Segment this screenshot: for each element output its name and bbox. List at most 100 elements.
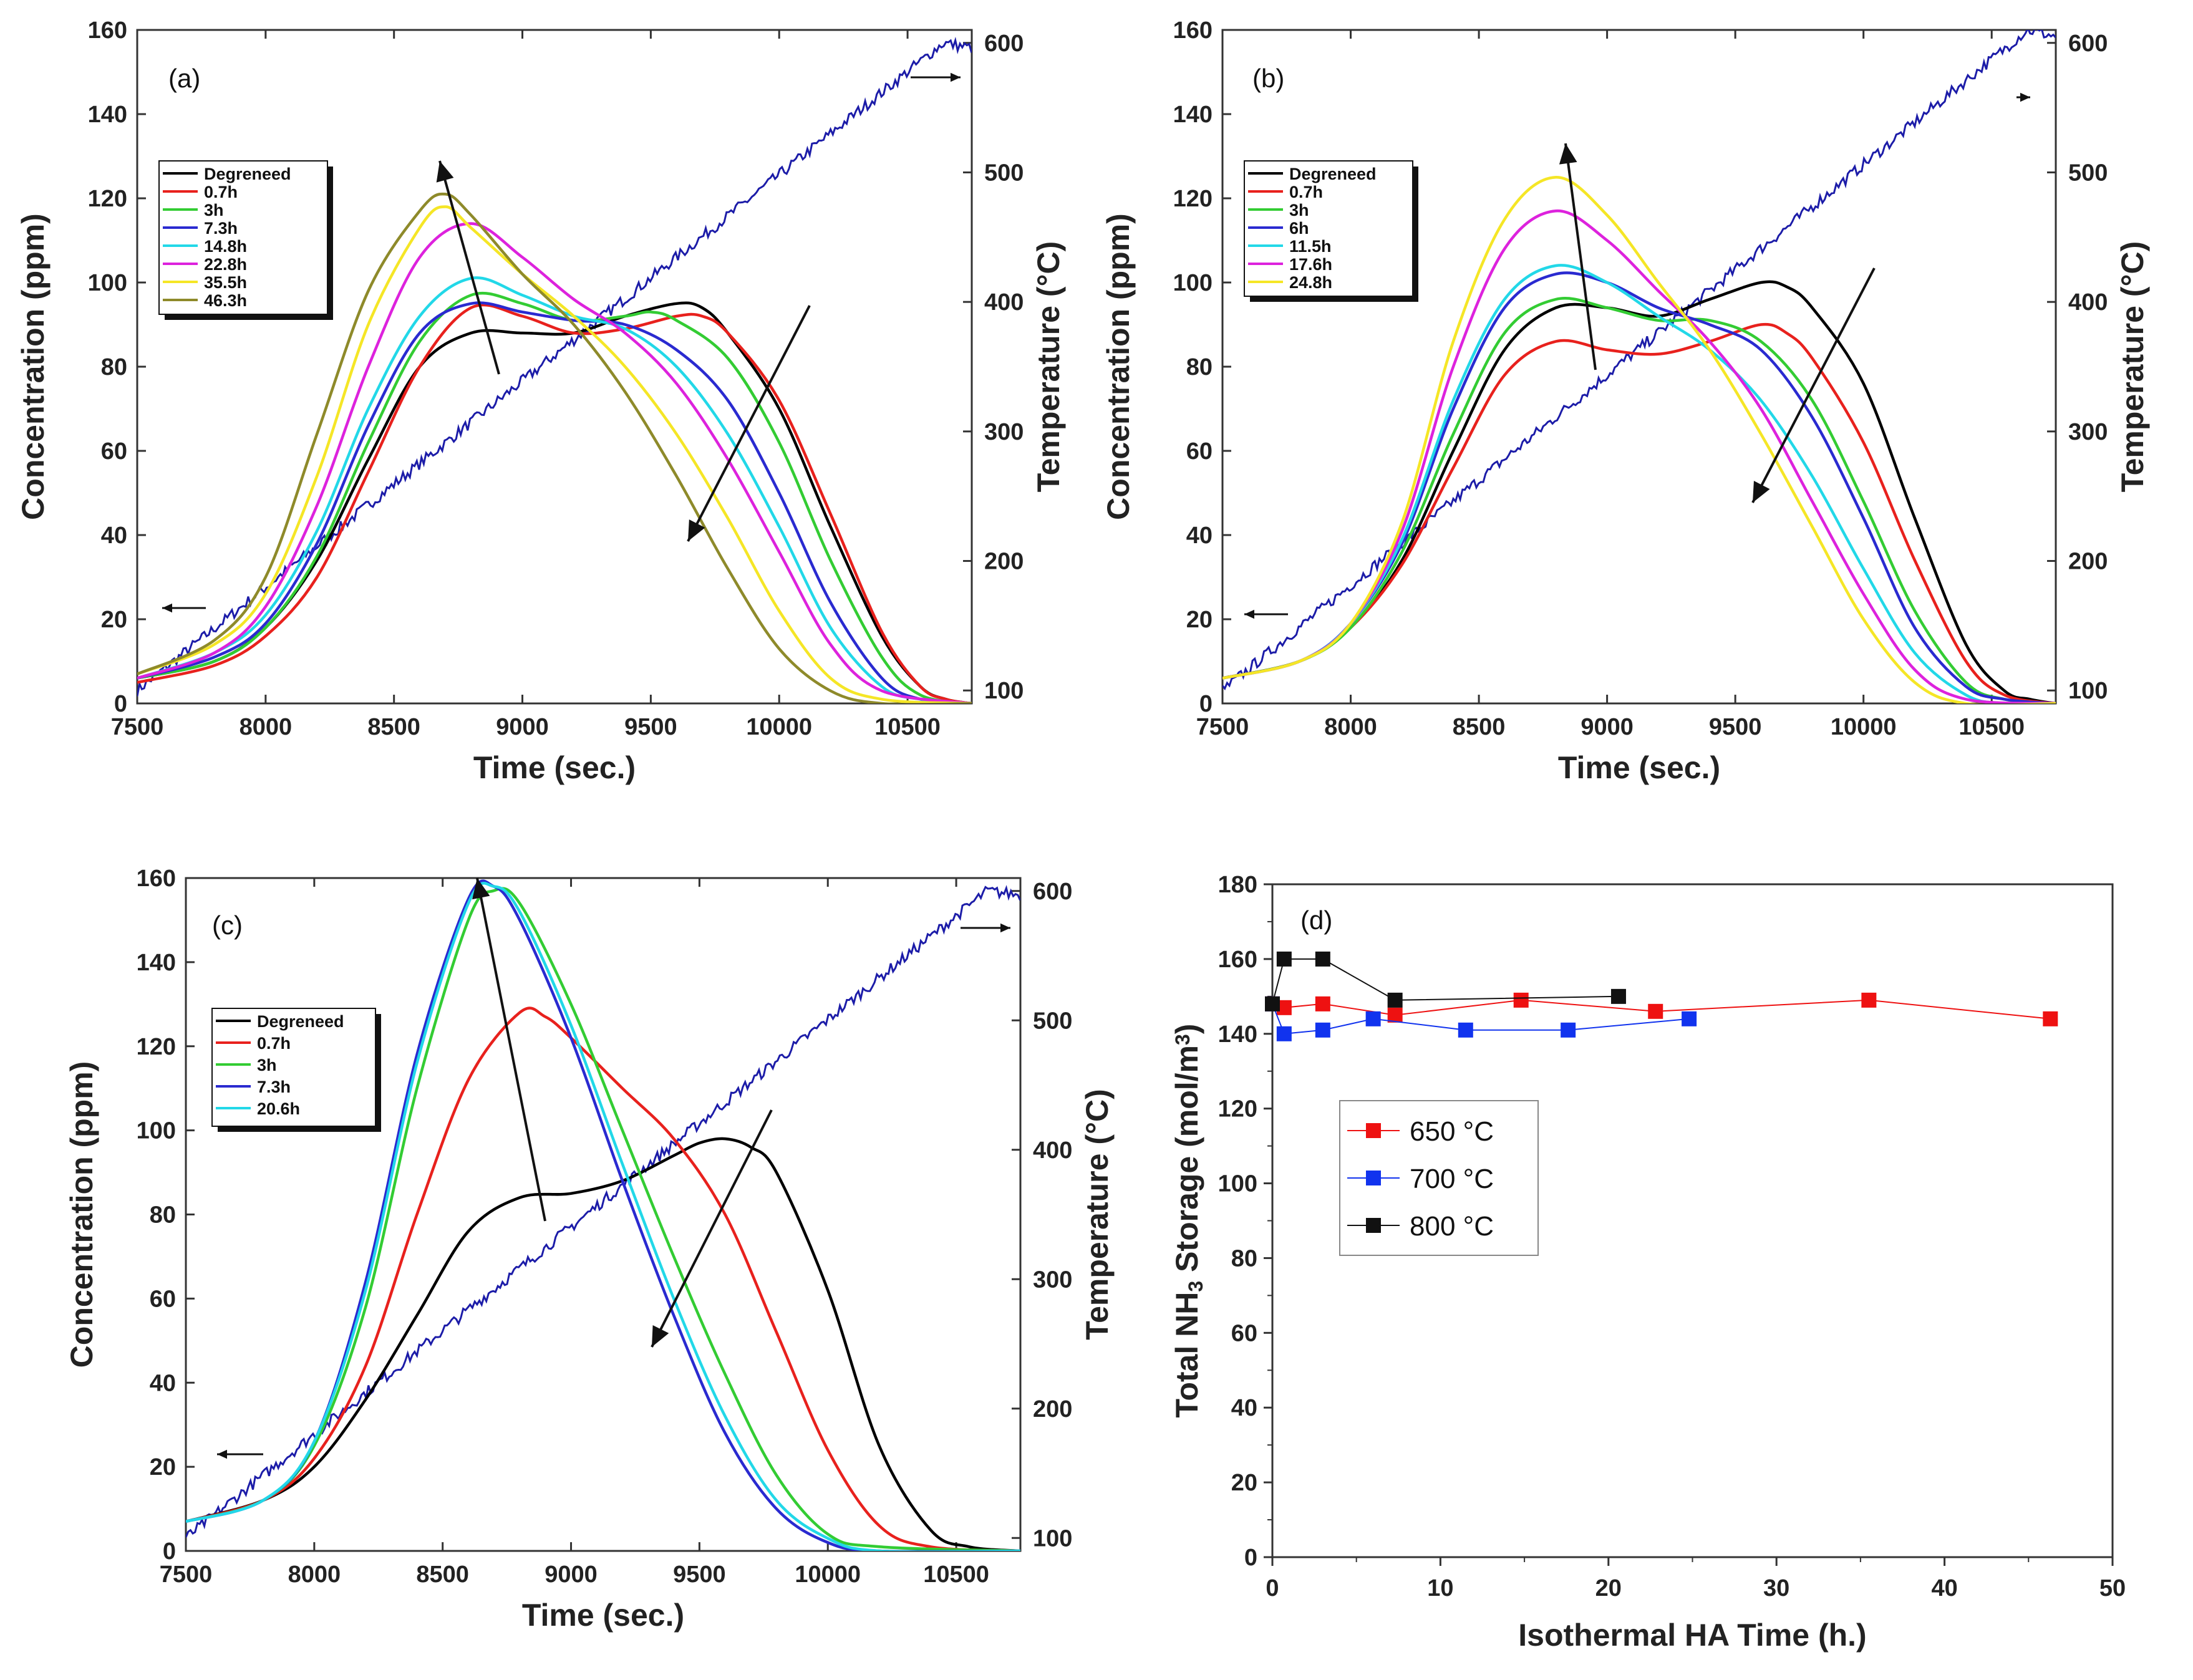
y2-tick-label: 300 [984,419,1024,445]
x-tick-label: 7500 [111,714,164,740]
legend-label: 3h [257,1056,277,1074]
y-tick-label: 120 [88,186,127,212]
data-point [1610,988,1626,1004]
series-line-3h [137,291,972,703]
trend-arrow-1-shaft [1564,143,1597,370]
x-tick-label: 8000 [1324,714,1377,740]
trend-arrow-1-head [1559,143,1577,165]
y2-tick-label: 100 [1033,1525,1072,1552]
trend-arrow-1-head [472,878,490,900]
series-line-22-8h [137,222,972,703]
y-tick-label: 80 [1186,354,1213,380]
y-tick-label: 100 [88,270,127,296]
y2-tick-label: 400 [984,289,1024,316]
y-tick-label: 100 [137,1118,176,1144]
y-tick-label: 140 [1218,1021,1257,1048]
x-tick-label: 8500 [1453,714,1506,740]
legend-swatch-marker [1366,1171,1381,1185]
y-tick-label: 80 [101,354,127,380]
legend-label: 46.3h [204,291,247,310]
x-axis-label: Time (sec.) [1558,750,1720,785]
legend-label: Degreneed [204,165,291,183]
temperature-axis-arrow-head [951,72,961,82]
y-tick-label: 140 [1173,102,1213,128]
data-point [1265,996,1280,1011]
data-point [1315,1022,1330,1038]
legend-label: 7.3h [257,1078,291,1096]
trend-arrow-1-shaft [476,877,546,1222]
legend-label: 3h [1289,201,1309,220]
temperature-line [186,885,1020,1538]
series-line-46-3h [137,192,972,703]
x-tick-label: 9000 [1581,714,1634,740]
x-axis-label: Isothermal HA Time (h.) [1518,1618,1866,1653]
data-point [1387,1007,1403,1023]
trend-arrow-2-head [688,519,705,541]
legend-label: 650 °C [1410,1116,1494,1147]
y2-tick-label: 500 [2068,160,2108,186]
y-axis-label: Concentration (ppm) [1101,213,1136,520]
y2-tick-label: 300 [2068,419,2108,445]
y-tick-label: 40 [1231,1395,1257,1421]
series-line-20-6h [186,882,1020,1551]
x-tick-label: 8000 [288,1562,341,1588]
y-tick-label: 0 [114,691,127,717]
y-axis-label-part: 3 [1184,1281,1207,1292]
x-tick-label: 40 [1931,1575,1957,1601]
temperature-line [137,37,972,697]
legend-label: 6h [1289,219,1309,238]
y2-axis-label: Temperature (°C) [1080,1089,1115,1340]
legend-label: 20.6h [257,1099,300,1118]
legend-label: 24.8h [1289,273,1332,292]
panel-d: 0 10 20 30 40 50 0 20 40 60 80 100 120 140 160 180 Isoth… [1169,872,2126,1653]
concentration-axis-arrow-head [1244,609,1254,619]
x-tick-label: 8500 [416,1562,469,1588]
trend-arrow-2-shaft [651,1109,773,1348]
trend-arrow-2-shaft [687,305,811,542]
x-tick-label: 10000 [1831,714,1897,740]
y-axis-label-part: Total NH [1169,1292,1204,1418]
y-axis-label: Concentration (ppm) [16,213,51,520]
data-point [1561,1022,1576,1038]
legend-swatch-marker [1366,1123,1381,1138]
series-line-17-6h [1222,210,2056,703]
y2-tick-label: 100 [2068,678,2108,704]
y-axis-label: Concentration (ppm) [64,1061,99,1368]
legend-box [211,1008,376,1127]
y-tick-label: 60 [101,438,127,465]
legend-label: 14.8h [204,237,247,256]
y2-tick-label: 200 [1033,1396,1072,1422]
legend-label: 17.6h [1289,255,1332,274]
y-tick-label: 160 [1218,947,1257,973]
series-line-7-3h [186,879,1020,1551]
y-tick-label: 120 [1218,1096,1257,1122]
trend-arrow-2-shaft [1751,268,1876,503]
y-tick-label: 140 [137,950,176,976]
legend-label: 0.7h [204,183,238,201]
legend-label: Degreneed [1289,165,1377,183]
x-tick-label: 10500 [874,714,941,740]
x-tick-label: 7500 [160,1562,213,1588]
panel-label: (d) [1300,905,1332,935]
data-point [1276,951,1292,967]
x-axis-label: Time (sec.) [522,1598,684,1633]
series-line-0-7h [137,303,972,703]
y-tick-label: 120 [1173,186,1213,212]
y-axis-label-part: Storage (mol/m [1169,1045,1204,1281]
y-tick-label: 60 [1231,1320,1257,1346]
y-tick-label: 20 [150,1454,176,1480]
data-point [1458,1022,1473,1038]
y-tick-label: 60 [150,1286,176,1312]
panel-label: (b) [1252,64,1284,93]
y2-tick-label: 600 [984,31,1024,57]
temperature-axis-arrow-head [2020,92,2030,102]
series-line-Degreened [1222,280,2056,703]
temperature-line [1222,30,2056,691]
concentration-axis-arrow-head [162,603,172,613]
y-tick-label: 40 [1186,523,1213,549]
data-point [1276,1026,1292,1041]
trend-arrow-2-head [1753,480,1770,503]
x-tick-label: 10 [1427,1575,1453,1601]
data-point [1276,1000,1292,1015]
